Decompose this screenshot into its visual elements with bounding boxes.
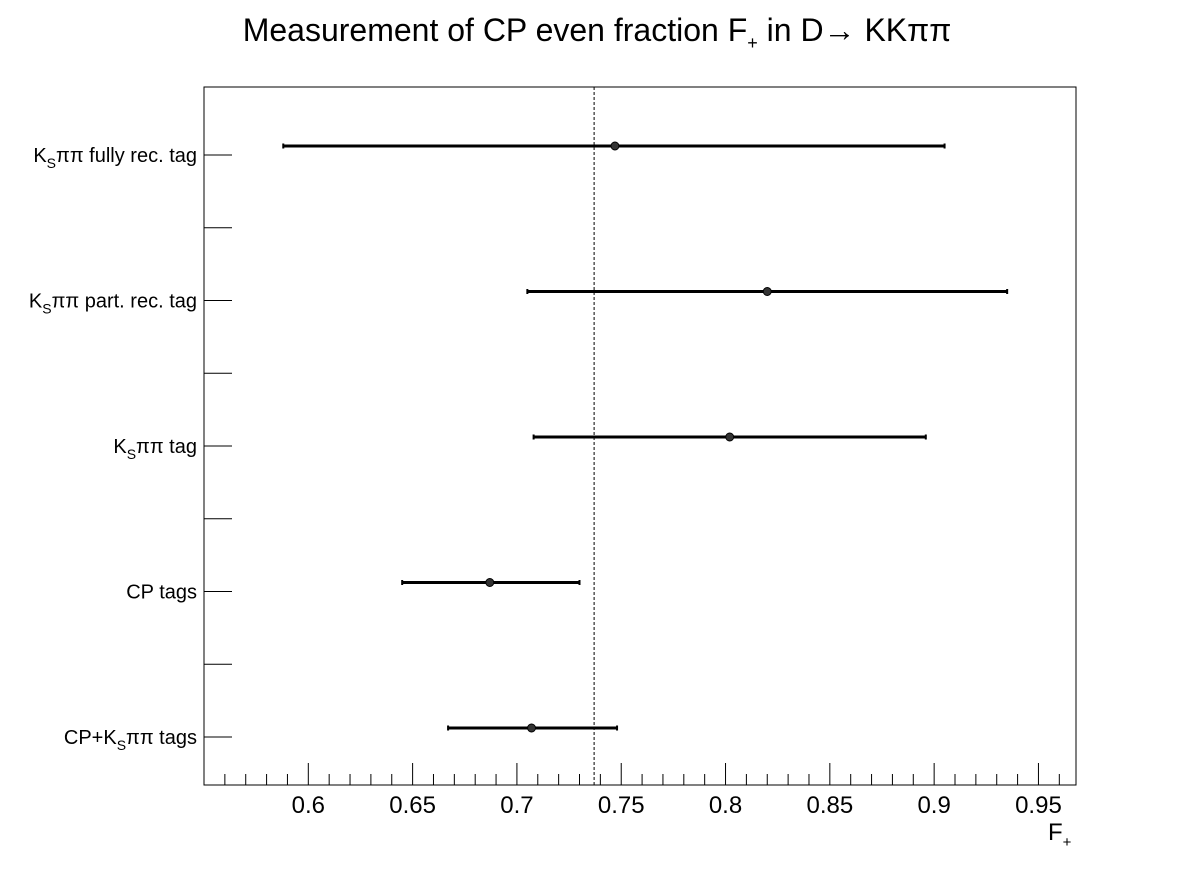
data-point (762, 287, 772, 296)
category-label: KSππ fully rec. tag (33, 145, 197, 171)
label-text-part: CP tags (126, 582, 197, 604)
label-text-part: K (29, 291, 43, 313)
label-text-part: K (33, 145, 47, 167)
x-tick-label: 0.6 (292, 792, 325, 819)
x-tick-label: 0.8 (709, 792, 742, 819)
data-point (485, 578, 495, 587)
x-tick-label: 0.85 (806, 792, 853, 819)
label-subscript: S (47, 155, 56, 171)
data-point (610, 141, 620, 151)
x-tick-label: 0.75 (598, 792, 645, 819)
label-text-part: CP+K (64, 727, 117, 749)
label-subscript: S (127, 446, 136, 462)
x-tick-labels: 0.6 0.65 0.7 0.75 0.8 0.85 0.9 0.95 (292, 792, 1062, 819)
category-label: CP tags (126, 582, 197, 604)
x-axis-ticks (224, 763, 1060, 785)
label-text-part: ππ part. rec. tag (52, 291, 197, 313)
x-tick-label: 0.95 (1015, 792, 1062, 819)
data-point (527, 723, 537, 733)
category-label: CP+KSππ tags (64, 727, 197, 753)
y-axis-ticks (204, 154, 232, 738)
data-point (725, 432, 735, 442)
label-subscript: S (117, 737, 126, 753)
x-tick-label: 0.7 (500, 792, 533, 819)
x-tick-label: 0.65 (389, 792, 436, 819)
x-axis-title: F+ (1048, 819, 1072, 851)
label-text-part: ππ tags (126, 727, 197, 749)
label-subscript: S (42, 301, 51, 317)
data-points (282, 141, 1009, 733)
label-text-part: ππ tag (136, 436, 197, 458)
chart-title: Measurement of CP even fraction F+ in D→… (243, 12, 952, 53)
category-label: KSππ tag (113, 436, 197, 462)
category-label: KSππ part. rec. tag (29, 291, 197, 317)
x-tick-label: 0.9 (917, 792, 950, 819)
label-text-part: ππ fully rec. tag (56, 145, 197, 167)
plot-frame (203, 86, 1077, 786)
label-text-part: K (113, 436, 127, 458)
